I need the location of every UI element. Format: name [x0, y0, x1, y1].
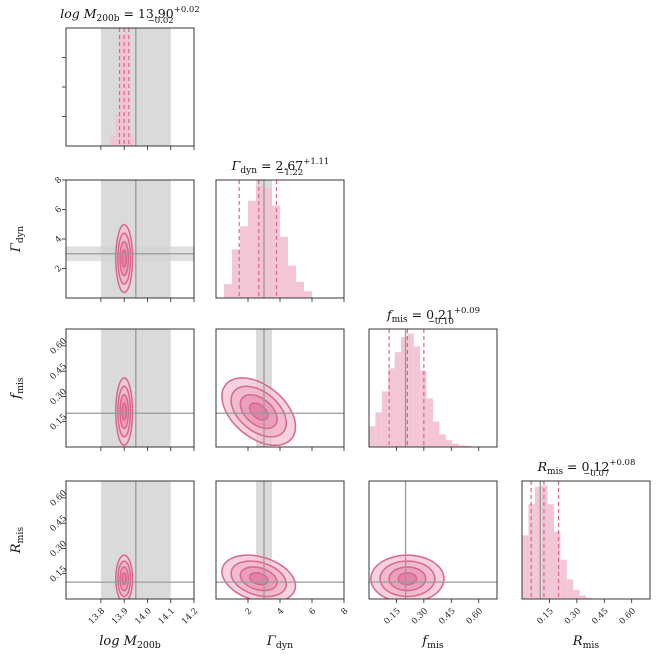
y-axis-label-Rmis: Rmis: [9, 527, 26, 555]
y-axis-label-fmis: fmis: [9, 377, 26, 400]
hist-panel-logM: [100, 28, 171, 146]
y-tick-label: 6: [53, 205, 64, 216]
hist-bar: [128, 134, 134, 146]
contour-level: [121, 402, 128, 421]
diag-title-Rmis: Rmis = 0.12+0.08 −0.07: [537, 458, 636, 479]
x-tick-label: 0.15: [535, 606, 555, 626]
x-tick-label: 14.0: [133, 606, 153, 626]
diag-title-logM: log M200b = 13.90+0.02 −0.02: [60, 5, 200, 26]
hist-bar: [541, 485, 548, 599]
x-tick-label: 0.60: [618, 606, 638, 626]
hist-bar: [124, 32, 129, 146]
hist-bar: [426, 398, 433, 447]
x-axis-label-logM: log M200b: [99, 634, 161, 651]
contour-panel-Rmis-vs-logM: [66, 481, 194, 599]
hist-bar: [256, 185, 264, 298]
x-axis-label-Rmis: Rmis: [572, 634, 600, 651]
hist-bar: [369, 426, 376, 447]
panel-frame-3-3: [521, 480, 651, 600]
hist-bar: [522, 535, 529, 599]
hist-bar: [264, 188, 272, 298]
contour-panel-Rmis-vs-Gamma: [216, 481, 344, 599]
hist-bar: [114, 113, 120, 146]
hist-bar: [452, 443, 459, 447]
x-tick-label: 0.45: [437, 606, 457, 626]
panel-frame-3-2: [368, 480, 498, 600]
hist-panel-Rmis: [522, 481, 593, 599]
hist-bar: [248, 200, 256, 298]
diag-title-Gamma: Γdyn = 2.67+1.11 −1.22: [231, 157, 330, 178]
hist-bar: [375, 412, 382, 447]
x-tick-label: 6: [307, 606, 318, 617]
x-tick-label: 14.1: [157, 606, 177, 626]
hist-bar: [288, 265, 296, 298]
y-axis-label-Gamma: Γdyn: [9, 226, 26, 253]
hist-bar: [439, 434, 446, 447]
hist-bar: [388, 368, 395, 447]
hist-bar: [224, 284, 232, 298]
hist-bar: [554, 531, 561, 599]
hist-bar: [296, 281, 304, 298]
hist-panel-fmis: [369, 329, 472, 447]
contour-level: [248, 402, 269, 421]
panel-frame-3-0: [65, 480, 195, 600]
contour-level: [121, 572, 128, 586]
y-tick-label: 4: [53, 234, 64, 245]
diag-title-fmis: fmis = 0.21+0.09 −0.10: [386, 306, 480, 327]
hist-bar: [413, 346, 421, 447]
x-tick-label: 4: [275, 606, 286, 617]
y-tick-label: 2: [53, 264, 64, 275]
x-tick-label: 13.9: [110, 606, 130, 626]
x-tick-label: 0.30: [563, 606, 583, 626]
x-tick-label: 2: [243, 606, 254, 617]
contour-panel-fmis-vs-Gamma: [216, 329, 344, 447]
hist-bar: [566, 579, 574, 599]
hist-bar: [394, 352, 401, 447]
x-tick-label: 13.8: [87, 606, 107, 626]
x-tick-label: 8: [339, 606, 350, 617]
hist-bar: [586, 597, 593, 599]
hist-bar: [534, 486, 542, 599]
hist-bar: [445, 440, 453, 447]
hist-bar: [407, 333, 414, 447]
contour-level: [397, 572, 418, 586]
contour-panel-Gamma-vs-logM: [66, 180, 194, 298]
hist-bar: [465, 445, 472, 447]
y-tick-label: 8: [53, 175, 64, 186]
hist-bar: [560, 559, 567, 599]
x-tick-label: 0.45: [590, 606, 610, 626]
hist-bar: [547, 504, 554, 599]
hist-panel-Gamma: [224, 180, 312, 298]
x-tick-label: 0.15: [382, 606, 402, 626]
hist-bar: [110, 135, 115, 146]
panel-frame-2-2: [368, 328, 498, 448]
hist-bar: [304, 291, 312, 298]
hist-bar: [232, 249, 240, 298]
contour-panel-Rmis-vs-fmis: [369, 481, 497, 599]
hist-bar: [381, 391, 389, 447]
x-tick-label: 0.60: [465, 606, 485, 626]
hist-bar: [240, 226, 248, 298]
hist-bar: [573, 589, 580, 599]
hist-bar: [401, 337, 408, 447]
x-tick-label: 0.30: [410, 606, 430, 626]
panel-frame-2-0: [65, 328, 195, 448]
hist-bar: [119, 33, 125, 146]
contour-level: [121, 249, 128, 268]
hist-bar: [433, 421, 440, 447]
x-axis-label-Gamma: Γdyn: [266, 634, 293, 651]
hist-bar: [458, 445, 465, 447]
x-axis-label-fmis: fmis: [421, 634, 444, 651]
hist-bar: [280, 236, 288, 298]
hist-bar: [579, 595, 586, 599]
contour-panel-fmis-vs-logM: [66, 329, 194, 447]
x-tick-label: 14.2: [180, 606, 200, 626]
